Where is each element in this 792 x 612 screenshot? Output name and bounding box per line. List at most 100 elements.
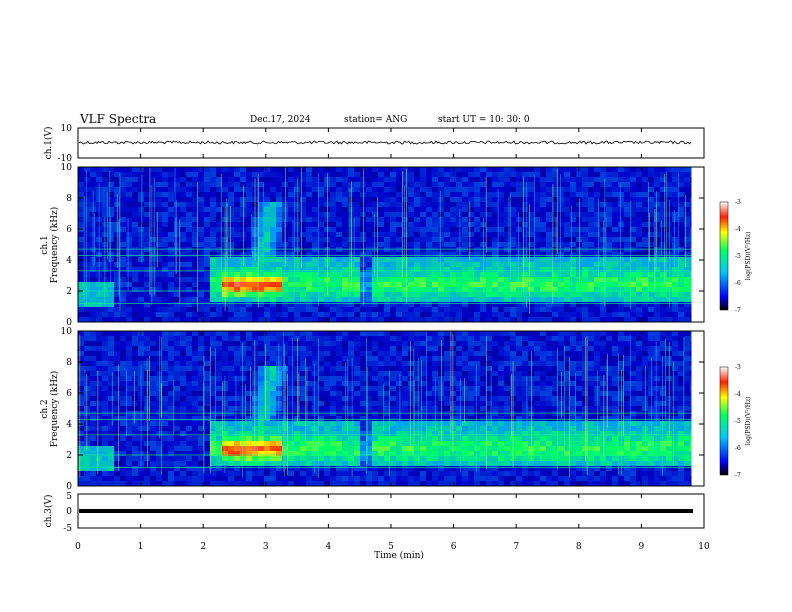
ch1-cell	[450, 282, 457, 288]
ch1-cell	[180, 172, 187, 178]
ch1-cell	[174, 202, 181, 208]
ch1-cell	[588, 217, 595, 223]
ch1-cell	[138, 167, 145, 173]
ch1-cell	[78, 202, 85, 208]
ch2-cell	[348, 441, 355, 447]
ch1-cell	[330, 217, 337, 223]
ch1-cell	[384, 177, 391, 183]
ch2-cell	[336, 436, 343, 442]
ch2-cell	[270, 336, 277, 342]
ch1-cell	[348, 317, 355, 323]
ch2-cell	[300, 356, 307, 362]
ch1-cell	[360, 177, 367, 183]
ch2-cell	[228, 451, 235, 457]
ch2-cell	[198, 476, 205, 482]
ch1-cell	[366, 312, 373, 318]
ch1-cell	[504, 317, 511, 323]
ch1-cell	[114, 297, 121, 303]
ch1-cell	[330, 267, 337, 273]
ch1-cell	[642, 187, 649, 193]
ch1-cell	[216, 212, 223, 218]
ch2-cell	[324, 471, 331, 477]
ch1-cell	[372, 287, 379, 293]
ch1-cell	[624, 317, 631, 323]
ch2-cell	[324, 481, 331, 487]
ch2-cell	[360, 406, 367, 412]
ch1-cell	[630, 292, 637, 298]
ch2-cell	[318, 371, 325, 377]
ch1-cell	[432, 252, 439, 258]
ch1-cell	[498, 182, 505, 188]
ch1-cell	[264, 262, 271, 268]
ch1-cell	[528, 292, 535, 298]
ch1-cell	[156, 292, 163, 298]
ch1-cell	[240, 227, 247, 233]
ch1-cell	[396, 257, 403, 263]
ch1-cell	[582, 202, 589, 208]
ch1-cell	[432, 197, 439, 203]
ch2-cell	[162, 341, 169, 347]
ch1-cell	[438, 207, 445, 213]
ch1-cell	[444, 212, 451, 218]
ch1-cell	[552, 242, 559, 248]
ch1-cell	[606, 287, 613, 293]
ch1-cell	[486, 262, 493, 268]
ch2-cell	[276, 446, 283, 452]
ch1-cell	[648, 272, 655, 278]
ch1-cell	[78, 312, 85, 318]
ch2-cell	[306, 371, 313, 377]
ch2-cell	[342, 441, 349, 447]
ch2-cell	[162, 406, 169, 412]
ch1-cell	[462, 182, 469, 188]
ch1-cell	[528, 287, 535, 293]
ch1-cell	[138, 277, 145, 283]
ch1-cell	[438, 312, 445, 318]
ch1-cell	[396, 192, 403, 198]
ch1-cell	[336, 267, 343, 273]
ch1-cell	[378, 207, 385, 213]
ch2-cell	[258, 451, 265, 457]
ch1-cell	[450, 312, 457, 318]
ch1-cell	[156, 167, 163, 173]
ch1-cell	[468, 282, 475, 288]
ch1-cell	[606, 307, 613, 313]
ch1-cell	[600, 202, 607, 208]
ch2-cell	[120, 346, 127, 352]
ch1-cell	[612, 307, 619, 313]
ch2-cell	[222, 471, 229, 477]
ch1-cell	[528, 177, 535, 183]
ch2-cell	[180, 336, 187, 342]
ch1-cell	[504, 222, 511, 228]
ch2-cell	[180, 381, 187, 387]
ch1-cell	[180, 312, 187, 318]
ch2-cell	[150, 366, 157, 372]
ch1-cell	[282, 302, 289, 308]
ch1-cell	[96, 177, 103, 183]
ch2-cell	[150, 451, 157, 457]
ch1-cell	[372, 232, 379, 238]
ch2-cell	[354, 441, 361, 447]
ch2-cell	[366, 386, 373, 392]
ch2-cell	[354, 401, 361, 407]
ch1-cell	[486, 222, 493, 228]
ch1-cell	[456, 257, 463, 263]
ch2-cell	[294, 356, 301, 362]
ch1-cell	[258, 262, 265, 268]
ch1-cell	[372, 302, 379, 308]
ch1-cell	[258, 167, 265, 173]
ch2-cell	[174, 361, 181, 367]
ch2-cell	[216, 466, 223, 472]
ch2-cell	[138, 336, 145, 342]
ch1-cell	[474, 267, 481, 273]
ch1-cell	[180, 207, 187, 213]
ch1-cell	[456, 227, 463, 233]
ch1-cell	[102, 307, 109, 313]
ch1-cell	[192, 297, 199, 303]
ch2-cell	[138, 346, 145, 352]
ch2-cell	[312, 466, 319, 472]
ch2-cell	[126, 426, 133, 432]
ch1-cell	[414, 222, 421, 228]
ch1-cell	[552, 212, 559, 218]
ch2-cell	[120, 371, 127, 377]
ch1-cell	[666, 272, 673, 278]
